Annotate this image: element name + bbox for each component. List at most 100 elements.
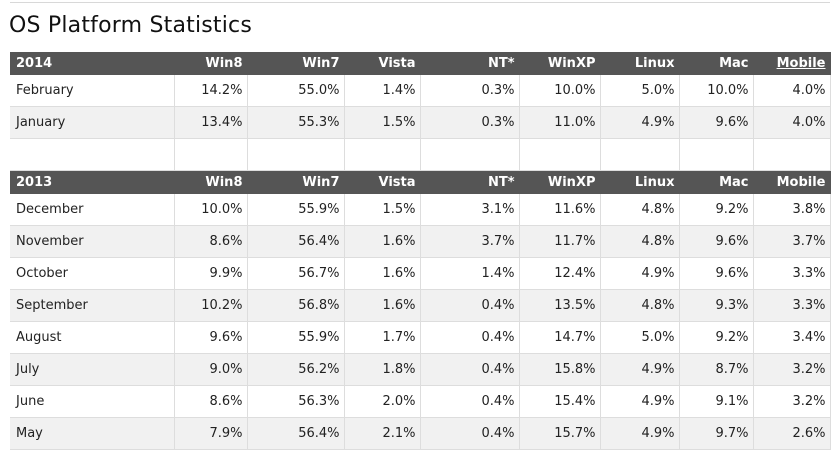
value-cell: 4.0%	[753, 75, 831, 107]
value-cell: 13.4%	[174, 106, 248, 139]
table-row: December 10.0% 55.9% 1.5% 3.1% 11.6% 4.8% 9.2% 3…	[10, 194, 831, 226]
empty-cell	[344, 138, 421, 171]
table-row: November 8.6% 56.4% 1.6% 3.7% 11.7% 4.8% 9.6% 3.…	[10, 225, 831, 258]
value-cell: 3.2%	[753, 385, 831, 418]
value-cell: 9.2%	[679, 194, 754, 226]
value-cell: 3.2%	[753, 353, 831, 386]
column-header-win8: Win8	[174, 170, 248, 194]
column-header-nt: NT*	[420, 52, 520, 75]
column-header-winxp: WinXP	[519, 170, 601, 194]
column-header-win7: Win7	[247, 170, 345, 194]
column-header-mac: Mac	[679, 170, 754, 194]
value-cell: 56.4%	[247, 225, 345, 258]
value-cell: 55.0%	[247, 75, 345, 107]
value-cell: 3.3%	[753, 289, 831, 322]
empty-cell	[600, 138, 680, 171]
value-cell: 1.6%	[344, 257, 421, 290]
value-cell: 4.9%	[600, 353, 680, 386]
value-cell: 10.0%	[519, 75, 601, 107]
value-cell: 10.0%	[679, 75, 754, 107]
value-cell: 9.6%	[679, 106, 754, 139]
month-cell: August	[10, 321, 175, 354]
value-cell: 1.5%	[344, 106, 421, 139]
value-cell: 56.4%	[247, 417, 345, 450]
value-cell: 2.0%	[344, 385, 421, 418]
column-header-linux: Linux	[600, 52, 680, 75]
empty-cell	[420, 138, 520, 171]
column-header-vista: Vista	[344, 52, 421, 75]
value-cell: 9.9%	[174, 257, 248, 290]
os-stats-table-body: 2014 Win8 Win7 Vista NT* WinXP Linux Mac Mobile F…	[10, 52, 831, 450]
column-header-nt: NT*	[420, 170, 520, 194]
month-cell: February	[10, 75, 175, 107]
table-row: February 14.2% 55.0% 1.4% 0.3% 10.0% 5.0% 10.0%…	[10, 75, 831, 107]
value-cell: 7.9%	[174, 417, 248, 450]
value-cell: 1.4%	[420, 257, 520, 290]
value-cell: 9.6%	[679, 225, 754, 258]
value-cell: 2.1%	[344, 417, 421, 450]
value-cell: 9.1%	[679, 385, 754, 418]
value-cell: 3.8%	[753, 194, 831, 226]
month-cell: September	[10, 289, 175, 322]
spacer-row	[10, 138, 831, 171]
column-header-vista: Vista	[344, 170, 421, 194]
month-cell: October	[10, 257, 175, 290]
value-cell: 4.9%	[600, 257, 680, 290]
value-cell: 0.4%	[420, 289, 520, 322]
month-cell: June	[10, 385, 175, 418]
column-header-linux: Linux	[600, 170, 680, 194]
column-header-mobile[interactable]: Mobile	[753, 52, 831, 75]
value-cell: 0.4%	[420, 385, 520, 418]
value-cell: 9.7%	[679, 417, 754, 450]
value-cell: 56.8%	[247, 289, 345, 322]
value-cell: 8.6%	[174, 225, 248, 258]
value-cell: 56.7%	[247, 257, 345, 290]
value-cell: 3.7%	[753, 225, 831, 258]
value-cell: 0.4%	[420, 321, 520, 354]
value-cell: 4.8%	[600, 194, 680, 226]
value-cell: 3.7%	[420, 225, 520, 258]
column-header-win7: Win7	[247, 52, 345, 75]
value-cell: 9.3%	[679, 289, 754, 322]
value-cell: 12.4%	[519, 257, 601, 290]
value-cell: 56.2%	[247, 353, 345, 386]
value-cell: 1.8%	[344, 353, 421, 386]
page-title: OS Platform Statistics	[9, 13, 253, 38]
month-cell: November	[10, 225, 175, 258]
value-cell: 1.6%	[344, 225, 421, 258]
value-cell: 0.4%	[420, 353, 520, 386]
value-cell: 14.7%	[519, 321, 601, 354]
year-header-row: 2014 Win8 Win7 Vista NT* WinXP Linux Mac Mobile	[10, 52, 831, 75]
value-cell: 0.4%	[420, 417, 520, 450]
value-cell: 9.2%	[679, 321, 754, 354]
value-cell: 5.0%	[600, 321, 680, 354]
value-cell: 4.8%	[600, 225, 680, 258]
value-cell: 9.6%	[679, 257, 754, 290]
value-cell: 1.5%	[344, 194, 421, 226]
value-cell: 9.6%	[174, 321, 248, 354]
table-row: May 7.9% 56.4% 2.1% 0.4% 15.7% 4.9% 9.7% 2.6%	[10, 417, 831, 450]
value-cell: 8.6%	[174, 385, 248, 418]
value-cell: 3.4%	[753, 321, 831, 354]
value-cell: 3.3%	[753, 257, 831, 290]
value-cell: 10.0%	[174, 194, 248, 226]
value-cell: 4.9%	[600, 385, 680, 418]
month-cell: December	[10, 194, 175, 226]
column-header-mobile: Mobile	[753, 170, 831, 194]
value-cell: 15.4%	[519, 385, 601, 418]
empty-cell	[10, 138, 175, 171]
value-cell: 13.5%	[519, 289, 601, 322]
month-cell: January	[10, 106, 175, 139]
year-heading: 2014	[10, 52, 175, 75]
value-cell: 1.6%	[344, 289, 421, 322]
empty-cell	[174, 138, 248, 171]
empty-cell	[753, 138, 831, 171]
empty-cell	[679, 138, 754, 171]
os-stats-table: 2014 Win8 Win7 Vista NT* WinXP Linux Mac Mobile F…	[10, 52, 831, 450]
value-cell: 11.6%	[519, 194, 601, 226]
table-row: August 9.6% 55.9% 1.7% 0.4% 14.7% 5.0% 9.2% 3.4%	[10, 321, 831, 354]
value-cell: 4.9%	[600, 417, 680, 450]
table-row: July 9.0% 56.2% 1.8% 0.4% 15.8% 4.9% 8.7% 3.2%	[10, 353, 831, 386]
year-heading: 2013	[10, 170, 175, 194]
value-cell: 4.8%	[600, 289, 680, 322]
